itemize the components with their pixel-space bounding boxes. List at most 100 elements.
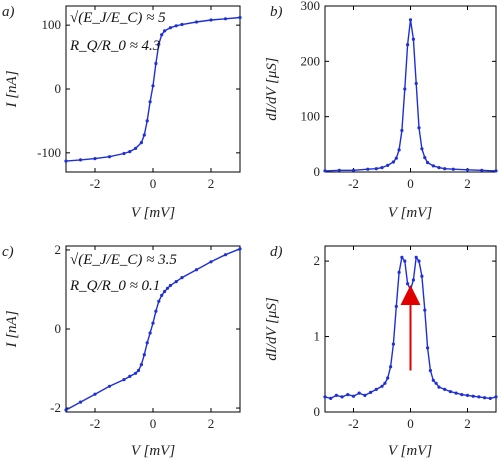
data-point — [391, 342, 395, 346]
data-point — [394, 304, 398, 308]
data-point — [329, 396, 333, 400]
data-point — [238, 15, 242, 20]
data-point — [431, 164, 435, 168]
annotation-c-1: √(E_J/E_C) ≈ 3.5 — [70, 252, 177, 268]
data-point — [340, 395, 344, 399]
data-point — [157, 299, 161, 303]
data-point — [397, 148, 401, 152]
panel-label-a: a) — [2, 4, 15, 20]
panel-label-b: b) — [270, 4, 283, 20]
data-point — [334, 393, 338, 397]
data-point — [411, 278, 415, 282]
data-point — [357, 391, 361, 395]
data-point — [434, 381, 438, 385]
data-point — [78, 400, 83, 404]
data-point — [151, 84, 155, 88]
series-b — [323, 18, 498, 173]
data-point — [420, 147, 424, 151]
data-point — [351, 168, 356, 172]
data-point — [145, 119, 149, 123]
data-point — [431, 378, 435, 382]
data-point — [154, 309, 158, 313]
data-point — [163, 289, 167, 294]
data-point — [488, 396, 492, 400]
data-point — [477, 395, 481, 399]
xlabel-b: V [mV] — [388, 205, 432, 221]
data-point — [397, 270, 401, 274]
panel-label-d: d) — [270, 244, 283, 260]
data-point — [414, 255, 418, 259]
data-point — [448, 390, 452, 394]
data-point — [145, 341, 149, 345]
series-c — [64, 247, 242, 412]
ticks-b: -2 0 2 0 100 200 300 — [301, 0, 496, 191]
data-point — [238, 247, 242, 251]
data-point — [163, 29, 167, 33]
data-point — [408, 18, 413, 22]
data-point — [351, 394, 356, 398]
data-point — [128, 150, 132, 154]
annotation-a-1: √(E_J/E_C) ≈ 5 — [70, 10, 166, 26]
data-point — [383, 381, 387, 385]
data-point — [323, 169, 327, 173]
y-tick-label: 0 — [314, 404, 321, 419]
y-tick-label: 2 — [55, 242, 62, 257]
data-point — [180, 22, 184, 27]
data-point — [386, 163, 390, 167]
ylabel-d: dI/dV [μS] — [264, 297, 280, 361]
data-point — [209, 18, 213, 22]
data-point — [426, 161, 430, 165]
xlabel-c: V [mV] — [131, 443, 175, 459]
data-point — [168, 26, 172, 30]
annotation-a-2: R_Q/R_0 ≈ 4.3 — [69, 38, 160, 54]
ylabel-c: I [nA] — [4, 310, 20, 348]
data-point — [148, 100, 152, 104]
y-tick-label: -2 — [50, 400, 61, 415]
data-point — [160, 293, 164, 297]
data-point — [423, 308, 427, 312]
series-line — [65, 248, 241, 411]
series-line — [324, 19, 497, 172]
data-point — [323, 395, 327, 399]
ticks-d: -2 0 2 0 1 2 — [314, 246, 496, 431]
data-point — [148, 331, 152, 335]
data-point — [389, 365, 393, 369]
annotation-c-2: R_Q/R_0 ≈ 0.1 — [69, 278, 160, 294]
data-point — [465, 393, 470, 397]
data-point — [93, 392, 97, 396]
y-tick-label: 1 — [314, 329, 321, 344]
y-tick-label: 300 — [301, 0, 321, 13]
data-point — [428, 368, 432, 373]
data-point — [403, 259, 407, 263]
ticks-a: -2 0 2 -100 0 100 — [37, 6, 240, 191]
data-point — [151, 321, 155, 325]
series-a — [64, 15, 242, 163]
data-point — [494, 169, 498, 173]
data-point — [443, 387, 447, 391]
xlabel-d: V [mV] — [388, 443, 432, 459]
data-point — [380, 384, 384, 388]
data-point — [107, 384, 112, 388]
data-point — [400, 128, 404, 133]
axes-b-frame — [324, 5, 497, 173]
panel-a: a) -2 0 2 -100 0 100 √(E_J/E_C) ≈ 5 R_Q/R_0 ≈… — [2, 4, 242, 221]
data-point — [64, 159, 68, 163]
data-point — [414, 81, 418, 86]
data-point — [122, 378, 126, 382]
data-point — [443, 167, 447, 171]
y-tick-label: 2 — [314, 253, 321, 268]
data-point — [374, 387, 378, 391]
data-point — [165, 286, 170, 290]
panel-c: c) -2 0 2 -2 0 2 √(E_J/E_C) ≈ 3.5 R_Q/R_0 ≈ 0… — [2, 242, 242, 459]
data-point — [139, 141, 143, 145]
data-point — [451, 167, 455, 171]
x-tick-label: 2 — [464, 176, 471, 191]
data-point — [400, 255, 404, 259]
data-point — [122, 151, 126, 156]
y-tick-label: 0 — [55, 321, 62, 336]
axes-c-frame — [65, 245, 241, 413]
data-point — [142, 353, 146, 357]
data-point — [180, 276, 184, 280]
panel-label-c: c) — [2, 244, 14, 260]
